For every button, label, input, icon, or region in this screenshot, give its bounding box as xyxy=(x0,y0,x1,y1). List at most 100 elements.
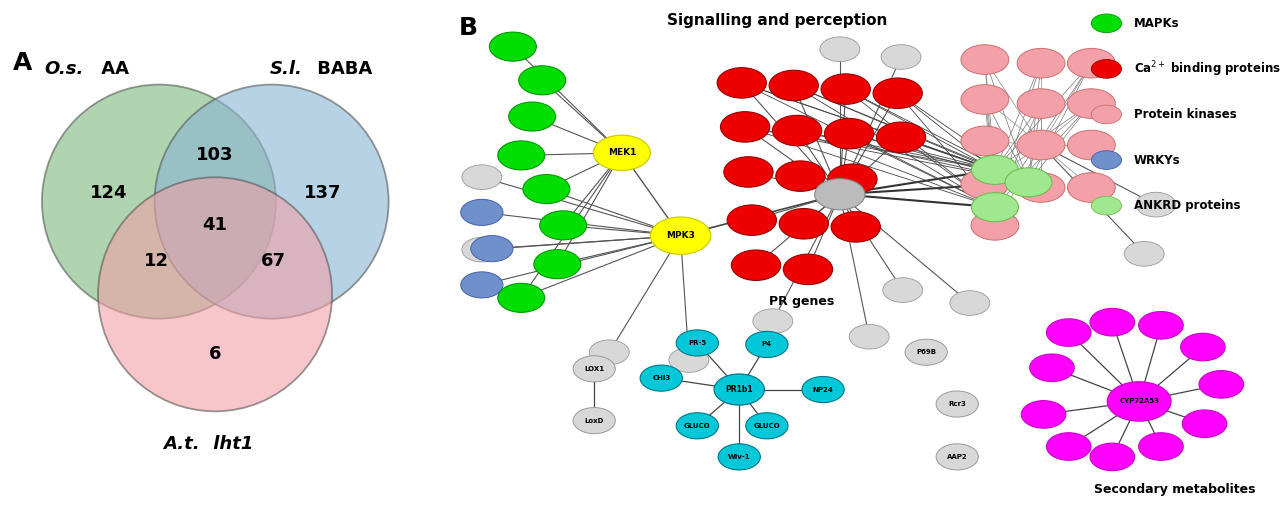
Text: Signalling and perception: Signalling and perception xyxy=(667,13,887,28)
Circle shape xyxy=(769,70,818,100)
Circle shape xyxy=(950,291,989,315)
Circle shape xyxy=(936,391,978,417)
Circle shape xyxy=(594,135,650,170)
Circle shape xyxy=(1068,48,1115,78)
Circle shape xyxy=(1139,433,1183,461)
Circle shape xyxy=(820,37,860,62)
Text: Ca$^{2+}$ binding proteins: Ca$^{2+}$ binding proteins xyxy=(1134,59,1280,79)
Text: PR genes: PR genes xyxy=(769,295,835,308)
Circle shape xyxy=(1092,105,1121,124)
Circle shape xyxy=(1124,241,1164,266)
Text: GLUCO: GLUCO xyxy=(684,423,710,429)
Circle shape xyxy=(780,209,828,239)
Circle shape xyxy=(727,205,777,235)
Text: Rcr3: Rcr3 xyxy=(948,401,966,407)
Circle shape xyxy=(717,68,767,98)
Circle shape xyxy=(540,211,586,240)
Text: PR1b1: PR1b1 xyxy=(726,385,753,394)
Circle shape xyxy=(1107,382,1171,421)
Circle shape xyxy=(42,84,276,319)
Circle shape xyxy=(498,283,545,312)
Text: CHI3: CHI3 xyxy=(652,375,671,381)
Text: S.l.: S.l. xyxy=(269,60,302,78)
Circle shape xyxy=(972,210,1019,240)
Circle shape xyxy=(1047,433,1091,461)
Circle shape xyxy=(1180,333,1225,361)
Text: P69B: P69B xyxy=(916,349,936,355)
Text: Wiv-1: Wiv-1 xyxy=(728,454,750,460)
Circle shape xyxy=(518,66,566,95)
Text: Secondary metabolites: Secondary metabolites xyxy=(1094,483,1256,496)
Text: PR-5: PR-5 xyxy=(689,340,707,346)
Circle shape xyxy=(961,126,1009,156)
Circle shape xyxy=(155,84,389,319)
Circle shape xyxy=(1018,48,1065,78)
Circle shape xyxy=(961,45,1009,75)
Text: O.s.: O.s. xyxy=(44,60,83,78)
Text: P4: P4 xyxy=(762,341,772,348)
Circle shape xyxy=(1092,60,1121,78)
Text: NP24: NP24 xyxy=(813,386,833,393)
Text: ANKRD proteins: ANKRD proteins xyxy=(1134,199,1240,212)
Circle shape xyxy=(462,237,502,262)
Circle shape xyxy=(640,365,682,391)
Text: A.t.: A.t. xyxy=(164,435,200,453)
Circle shape xyxy=(877,122,925,152)
Circle shape xyxy=(824,119,874,149)
Circle shape xyxy=(1047,319,1091,347)
Text: AA: AA xyxy=(95,60,129,78)
Circle shape xyxy=(905,339,947,365)
Text: 103: 103 xyxy=(196,146,234,164)
Circle shape xyxy=(589,340,630,365)
Circle shape xyxy=(831,212,881,242)
Circle shape xyxy=(650,217,710,254)
Circle shape xyxy=(1183,410,1226,438)
Circle shape xyxy=(772,116,822,146)
Circle shape xyxy=(753,309,792,334)
Circle shape xyxy=(881,45,922,69)
Text: 124: 124 xyxy=(90,184,127,202)
Circle shape xyxy=(676,413,718,439)
Text: 137: 137 xyxy=(303,184,340,202)
Text: 41: 41 xyxy=(202,215,228,234)
Circle shape xyxy=(1091,308,1134,336)
Text: BABA: BABA xyxy=(311,60,372,78)
Circle shape xyxy=(972,193,1019,222)
Circle shape xyxy=(462,165,502,190)
Text: WRKYs: WRKYs xyxy=(1134,153,1180,167)
Circle shape xyxy=(746,413,788,439)
Circle shape xyxy=(936,444,978,470)
Circle shape xyxy=(803,377,845,402)
Circle shape xyxy=(1092,196,1121,215)
Text: 67: 67 xyxy=(261,252,287,270)
Circle shape xyxy=(828,164,877,194)
Circle shape xyxy=(1199,370,1244,398)
Circle shape xyxy=(573,356,616,382)
Text: 6: 6 xyxy=(209,345,221,363)
Circle shape xyxy=(718,444,760,470)
Circle shape xyxy=(1018,130,1065,160)
Text: B: B xyxy=(458,16,477,39)
Circle shape xyxy=(1139,311,1183,339)
Circle shape xyxy=(524,175,570,204)
Circle shape xyxy=(1092,151,1121,169)
Circle shape xyxy=(1068,130,1115,160)
Circle shape xyxy=(1005,168,1052,197)
Circle shape xyxy=(814,179,865,210)
Text: LOX1: LOX1 xyxy=(584,366,604,372)
Circle shape xyxy=(573,408,616,434)
Circle shape xyxy=(714,374,764,405)
Circle shape xyxy=(961,169,1009,199)
Circle shape xyxy=(489,32,536,61)
Text: MAPKs: MAPKs xyxy=(1134,17,1179,30)
Circle shape xyxy=(1091,443,1134,471)
Circle shape xyxy=(723,157,773,187)
Text: A: A xyxy=(13,51,32,76)
Circle shape xyxy=(461,272,503,298)
Circle shape xyxy=(1018,89,1065,119)
Circle shape xyxy=(1092,14,1121,33)
Circle shape xyxy=(731,250,781,280)
Circle shape xyxy=(746,332,788,357)
Circle shape xyxy=(471,236,513,262)
Circle shape xyxy=(99,177,332,411)
